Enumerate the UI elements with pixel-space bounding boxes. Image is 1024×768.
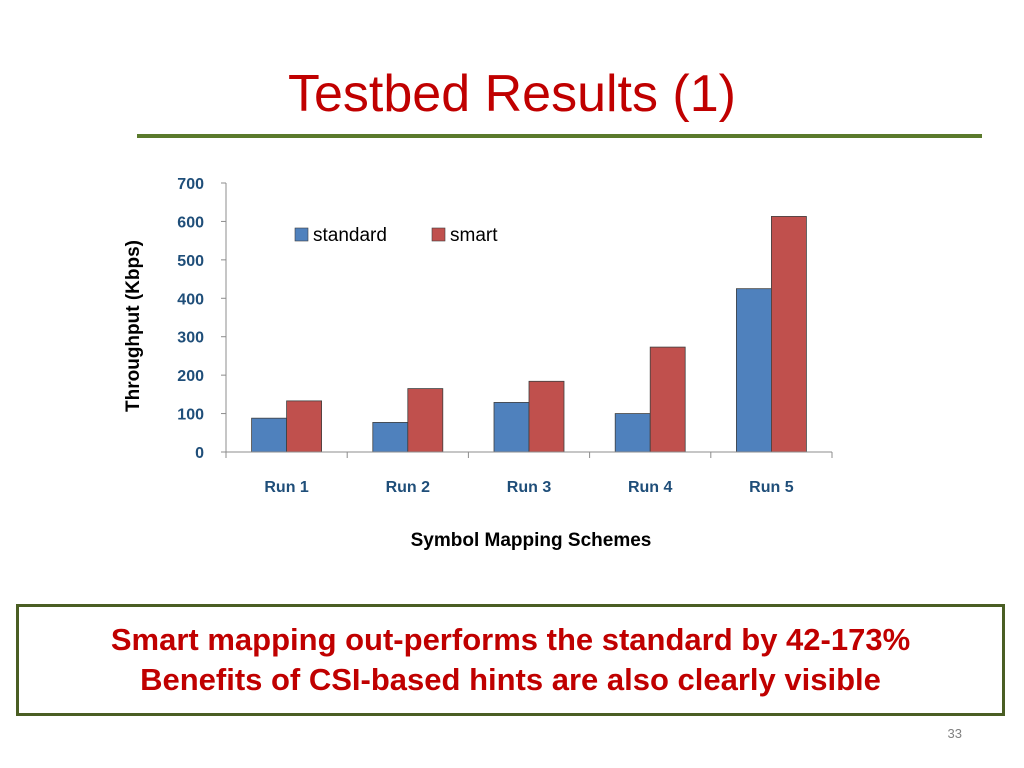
legend-label: standard: [313, 225, 387, 246]
y-axis-title: Throughput (Kbps): [123, 240, 144, 412]
x-axis-title: Symbol Mapping Schemes: [411, 530, 652, 551]
y-tick-label: 600: [177, 214, 204, 231]
x-tick-label: Run 4: [628, 479, 673, 496]
bar-standard: [493, 402, 530, 453]
y-axis-ticks: 0 100 200 300 400 500 600 700: [177, 176, 226, 462]
bar-series: [251, 216, 807, 453]
bar-smart: [528, 380, 565, 453]
bar-standard: [372, 422, 409, 453]
x-axis-ticks: Run 1 Run 2 Run 3 Run 4 Run 5: [225, 452, 833, 496]
y-tick-label: 500: [177, 253, 204, 270]
x-tick-label: Run 3: [507, 479, 552, 496]
legend-item-standard: standard: [294, 225, 387, 246]
callout-line-2: Benefits of CSI-based hints are also cle…: [140, 662, 881, 697]
x-tick-label: Run 1: [264, 479, 309, 496]
y-tick-label: 300: [177, 330, 204, 347]
conclusion-callout: Smart mapping out-performs the standard …: [16, 604, 1005, 716]
bar-smart: [771, 216, 807, 453]
bar-smart: [649, 346, 686, 453]
bar-smart: [407, 388, 444, 453]
x-tick-label: Run 2: [386, 479, 431, 496]
legend-swatch: [294, 227, 309, 242]
y-tick-label: 400: [177, 291, 204, 308]
bar-standard: [736, 288, 772, 453]
y-tick-label: 700: [177, 176, 204, 193]
x-tick-label: Run 5: [749, 479, 794, 496]
bar-standard: [251, 417, 288, 453]
callout-line-1: Smart mapping out-performs the standard …: [110, 622, 911, 657]
chart-legend: standard smart: [294, 225, 498, 246]
y-tick-label: 200: [177, 368, 204, 385]
y-tick-label: 100: [177, 407, 204, 424]
title-divider: [137, 134, 982, 138]
axes: [225, 183, 832, 453]
legend-label: smart: [450, 225, 498, 246]
bar-standard: [614, 413, 651, 453]
page-number: 33: [947, 726, 962, 741]
slide-title: Testbed Results (1): [288, 65, 736, 123]
y-tick-label: 0: [195, 445, 204, 462]
legend-item-smart: smart: [431, 225, 498, 246]
legend-swatch: [431, 227, 446, 242]
bar-smart: [286, 400, 323, 453]
